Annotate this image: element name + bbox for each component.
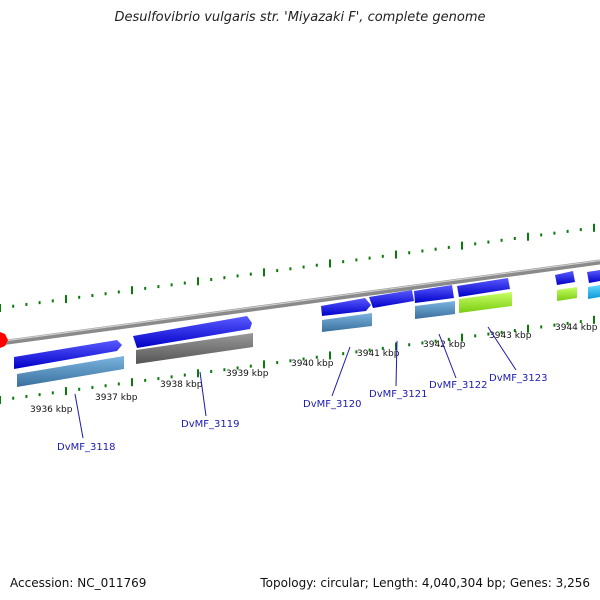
scale-label: 3938 kbp — [160, 380, 203, 390]
gene-label[interactable]: DvMF_3121 — [369, 389, 427, 400]
gene-label[interactable]: DvMF_3123 — [489, 373, 547, 384]
feature-bar-c — [557, 287, 577, 301]
feature-bar-d — [588, 285, 600, 299]
feature-bar-3118 — [17, 356, 124, 387]
feature-bar-3123 — [459, 292, 512, 313]
gene-label-line — [395, 340, 398, 387]
scale-label: 3936 kbp — [30, 405, 73, 415]
gene-arrow-3122 — [414, 285, 454, 303]
gene-label[interactable]: DvMF_3118 — [57, 442, 115, 453]
feature-bar-3122 — [415, 301, 455, 319]
gene-label[interactable]: DvMF_3120 — [303, 399, 361, 410]
scale-label: 3939 kbp — [226, 369, 269, 379]
genome-backbone-highlight — [0, 259, 600, 343]
scale-label: 3940 kbp — [291, 359, 334, 369]
genome-backbone — [0, 259, 600, 346]
gene-arrow-3121 — [369, 290, 414, 308]
gene-label-line — [487, 326, 517, 371]
upper-tick-row — [0, 223, 595, 312]
gene-label-line — [74, 393, 84, 439]
scale-label: 3943 kbp — [489, 331, 532, 341]
gene-label-line — [331, 346, 351, 397]
origin-marker — [0, 332, 8, 348]
gene-label-line — [438, 333, 457, 379]
feature-bar-3120 — [322, 313, 372, 332]
scale-label: 3941 kbp — [357, 349, 400, 359]
gene-arrow-b — [587, 270, 600, 283]
feature-bar-3119 — [136, 333, 253, 364]
gene-arrow-3123 — [457, 278, 510, 297]
gene-arrow-a — [555, 271, 575, 285]
gene-arrow-3118 — [14, 340, 122, 369]
gene-label[interactable]: DvMF_3122 — [429, 380, 487, 391]
gene-label-line — [199, 371, 207, 417]
scale-label: 3937 kbp — [95, 393, 138, 403]
map-title: Desulfovibrio vulgaris str. 'Miyazaki F'… — [114, 10, 486, 25]
gene-label[interactable]: DvMF_3119 — [181, 419, 239, 430]
scale-label: 3942 kbp — [423, 340, 466, 350]
genome-stats-text: Topology: circular; Length: 4,040,304 bp… — [260, 576, 590, 590]
gene-arrow-3119 — [133, 316, 252, 348]
scale-label: 3944 kbp — [555, 323, 598, 333]
accession-text: Accession: NC_011769 — [10, 576, 147, 590]
gene-arrow-3120 — [321, 298, 371, 316]
lower-tick-row — [0, 315, 595, 404]
